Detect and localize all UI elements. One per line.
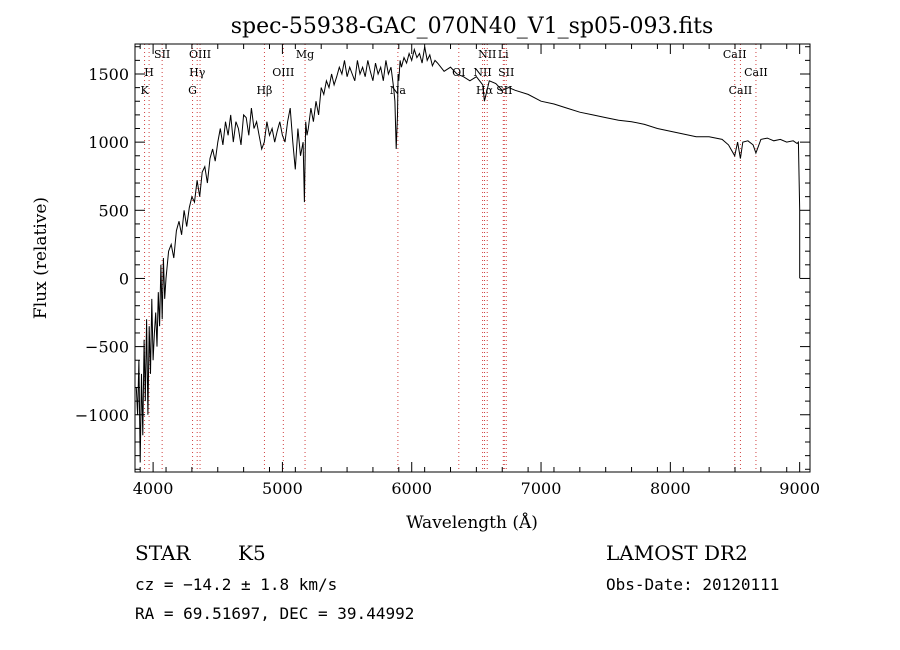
line-marker-label: Li [498,48,509,61]
x-tick-label: 5000 [262,479,303,498]
line-marker-label: NII [473,66,491,79]
y-tick-label: −1000 [75,406,129,425]
line-marker-label: OIII [272,66,294,79]
line-markers [144,44,757,472]
line-marker-label: Hγ [189,66,206,79]
line-marker-label: OIII [189,48,211,61]
x-tick-label: 8000 [650,479,691,498]
coordinates: RA = 69.51697, DEC = 39.44992 [135,604,414,623]
y-tick-label: 1500 [88,65,129,84]
obs-date: Obs-Date: 20120111 [606,575,779,594]
line-marker-label: SII [154,48,170,61]
object-subclass: K5 [238,541,266,565]
x-tick-label: 6000 [391,479,432,498]
x-axis-label: Wavelength (Å) [406,512,538,533]
line-marker-label: CaII [723,48,747,61]
line-marker-label: G [188,84,197,97]
line-marker-label: SII [498,66,514,79]
redshift-cz: cz = −14.2 ± 1.8 km/s [135,575,337,594]
y-axis-label: Flux (relative) [31,197,51,319]
y-tick-label: 1000 [88,133,129,152]
y-tick-label: −500 [85,338,129,357]
line-marker-label: NII [478,48,496,61]
line-marker-label: H [144,66,154,79]
plot-frame [134,43,811,473]
line-marker-label: CaII [729,84,753,97]
spectrum-line [135,46,801,463]
x-tick-label: 4000 [133,479,174,498]
x-axis-ticks: 4000 5000 6000 7000 8000 9000 [133,44,820,498]
survey-name: LAMOST DR2 [606,541,748,565]
x-tick-label: 7000 [521,479,562,498]
line-marker-label: Hβ [256,84,272,97]
line-marker-label: CaII [744,66,768,79]
line-marker-label: Hα [476,84,494,97]
chart-title: spec-55938-GAC_070N40_V1_sp05-093.fits [231,14,714,39]
object-class: STAR [135,541,191,565]
x-tick-label: 9000 [779,479,820,498]
line-marker-label: K [140,84,149,97]
y-axis-ticks: −1000 −500 0 500 1000 1500 [75,46,810,470]
y-tick-label: 0 [119,269,129,288]
y-tick-label: 500 [98,201,129,220]
line-marker-label: Mg [296,48,314,61]
